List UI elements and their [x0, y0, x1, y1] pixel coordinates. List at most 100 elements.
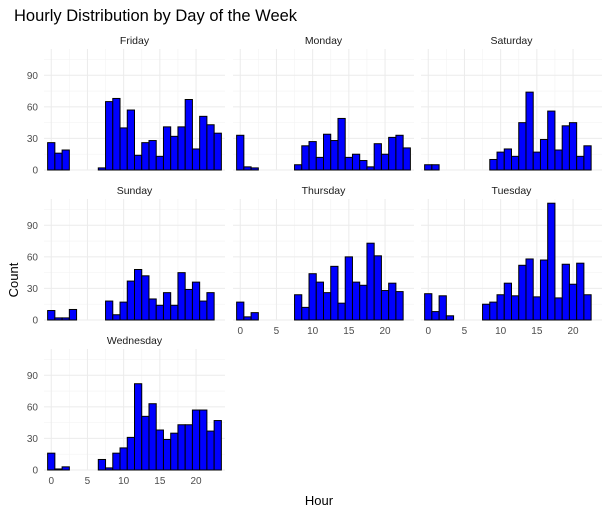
x-tick-label: 10 [118, 476, 130, 487]
bar-friday-hour-21 [199, 115, 208, 171]
bar-monday-hour-15 [344, 156, 353, 171]
bar-monday-hour-0 [236, 134, 245, 171]
bar-sunday-hour-10 [119, 301, 128, 321]
y-tick-label: 30 [27, 134, 39, 145]
x-tick-label: 5 [462, 326, 468, 337]
bar-sunday-hour-15 [155, 304, 164, 321]
bar-saturday-hour-0 [424, 164, 433, 171]
y-tick-label: 90 [27, 221, 39, 232]
bar-friday-hour-22 [206, 124, 215, 171]
strip-label-friday: Friday [120, 35, 150, 47]
bar-tuesday-hour-18 [554, 297, 563, 321]
y-axis-title: Count [6, 262, 21, 297]
bar-wednesday-hour-21 [199, 409, 208, 471]
x-tick-label: 5 [85, 476, 91, 487]
bar-monday-hour-21 [388, 136, 397, 171]
x-axis-title: Hour [305, 493, 334, 508]
y-tick-label: 30 [27, 284, 39, 295]
bar-friday-hour-0 [47, 142, 56, 171]
x-tick-label: 15 [154, 476, 166, 487]
bar-sunday-hour-16 [162, 292, 172, 321]
bar-thursday-hour-21 [388, 282, 397, 321]
bar-friday-hour-9 [112, 97, 121, 171]
bar-monday-hour-18 [366, 166, 375, 171]
bar-thursday-hour-8 [294, 294, 303, 321]
bar-monday-hour-23 [402, 147, 411, 171]
bar-thursday-hour-20 [380, 290, 390, 321]
bar-wednesday-hour-12 [134, 383, 143, 471]
bar-saturday-hour-19 [561, 125, 570, 171]
bar-tuesday-hour-13 [518, 264, 527, 321]
bar-thursday-hour-1 [243, 316, 252, 321]
panel-monday: Monday [233, 35, 414, 171]
bar-tuesday-hour-2 [438, 295, 447, 321]
bar-saturday-hour-12 [511, 155, 520, 171]
bar-thursday-hour-22 [395, 291, 404, 321]
x-tick-label: 5 [274, 326, 280, 337]
bar-wednesday-hour-23 [213, 420, 222, 471]
bar-thursday-hour-17 [359, 284, 368, 321]
bar-thursday-hour-18 [366, 242, 375, 321]
bar-saturday-hour-9 [489, 158, 498, 171]
bar-tuesday-hour-3 [445, 315, 455, 321]
bar-wednesday-hour-9 [112, 452, 121, 471]
bar-wednesday-hour-20 [191, 409, 201, 471]
bar-sunday-hour-21 [199, 300, 208, 321]
bar-monday-hour-17 [359, 160, 368, 171]
chart-title: Hourly Distribution by Day of the Week [14, 7, 298, 25]
bar-saturday-hour-14 [525, 91, 534, 171]
bar-sunday-hour-3 [68, 308, 78, 321]
x-tick-label: 20 [567, 326, 579, 337]
bar-tuesday-hour-10 [496, 294, 505, 321]
bar-sunday-hour-12 [134, 268, 143, 321]
bar-friday-hour-17 [170, 135, 179, 171]
bar-sunday-hour-18 [177, 272, 186, 321]
bar-wednesday-hour-11 [126, 436, 136, 471]
bar-monday-hour-16 [351, 153, 361, 171]
bar-sunday-hour-13 [141, 275, 150, 321]
bar-sunday-hour-14 [148, 298, 157, 321]
y-tick-label: 60 [27, 402, 39, 413]
bar-saturday-hour-15 [532, 151, 541, 171]
strip-label-monday: Monday [305, 35, 343, 47]
bar-saturday-hour-18 [554, 149, 563, 171]
bar-friday-hour-10 [119, 127, 128, 171]
bar-saturday-hour-10 [496, 151, 505, 171]
bar-sunday-hour-0 [47, 310, 56, 321]
bar-thursday-hour-11 [315, 281, 325, 321]
bar-friday-hour-2 [61, 149, 70, 171]
bar-wednesday-hour-15 [155, 429, 164, 471]
y-tick-label: 30 [27, 434, 39, 445]
facet-panels: Friday 0 30 60 90 Monday Saturday Sunday 0 30 60 90… [27, 35, 602, 487]
bar-saturday-hour-1 [431, 164, 440, 171]
y-tick-label: 0 [32, 466, 38, 477]
bar-tuesday-hour-1 [431, 311, 440, 321]
bar-friday-hour-14 [148, 140, 157, 171]
bar-thursday-hour-15 [344, 256, 353, 321]
bar-sunday-hour-20 [191, 281, 201, 321]
y-tick-label: 0 [32, 316, 38, 327]
y-tick-label: 90 [27, 371, 39, 382]
bar-friday-hour-8 [105, 101, 114, 171]
bar-wednesday-hour-8 [105, 467, 114, 471]
bar-tuesday-hour-11 [503, 282, 513, 321]
bar-monday-hour-1 [243, 166, 252, 171]
bar-tuesday-hour-9 [489, 301, 498, 321]
bar-tuesday-hour-20 [568, 283, 578, 321]
bar-friday-hour-18 [177, 126, 186, 171]
bar-tuesday-hour-21 [576, 262, 585, 321]
bar-saturday-hour-13 [518, 122, 527, 171]
bar-monday-hour-9 [301, 145, 310, 171]
bar-thursday-hour-2 [250, 312, 259, 321]
bar-thursday-hour-13 [330, 265, 339, 321]
bar-wednesday-hour-0 [47, 452, 56, 471]
bar-sunday-hour-2 [61, 317, 70, 321]
bar-tuesday-hour-16 [539, 259, 549, 321]
bar-wednesday-hour-13 [141, 415, 150, 471]
x-tick-label: 10 [307, 326, 319, 337]
bar-wednesday-hour-2 [61, 466, 70, 471]
bar-wednesday-hour-22 [206, 430, 215, 471]
bar-sunday-hour-19 [184, 288, 193, 321]
bar-friday-hour-12 [134, 154, 143, 171]
